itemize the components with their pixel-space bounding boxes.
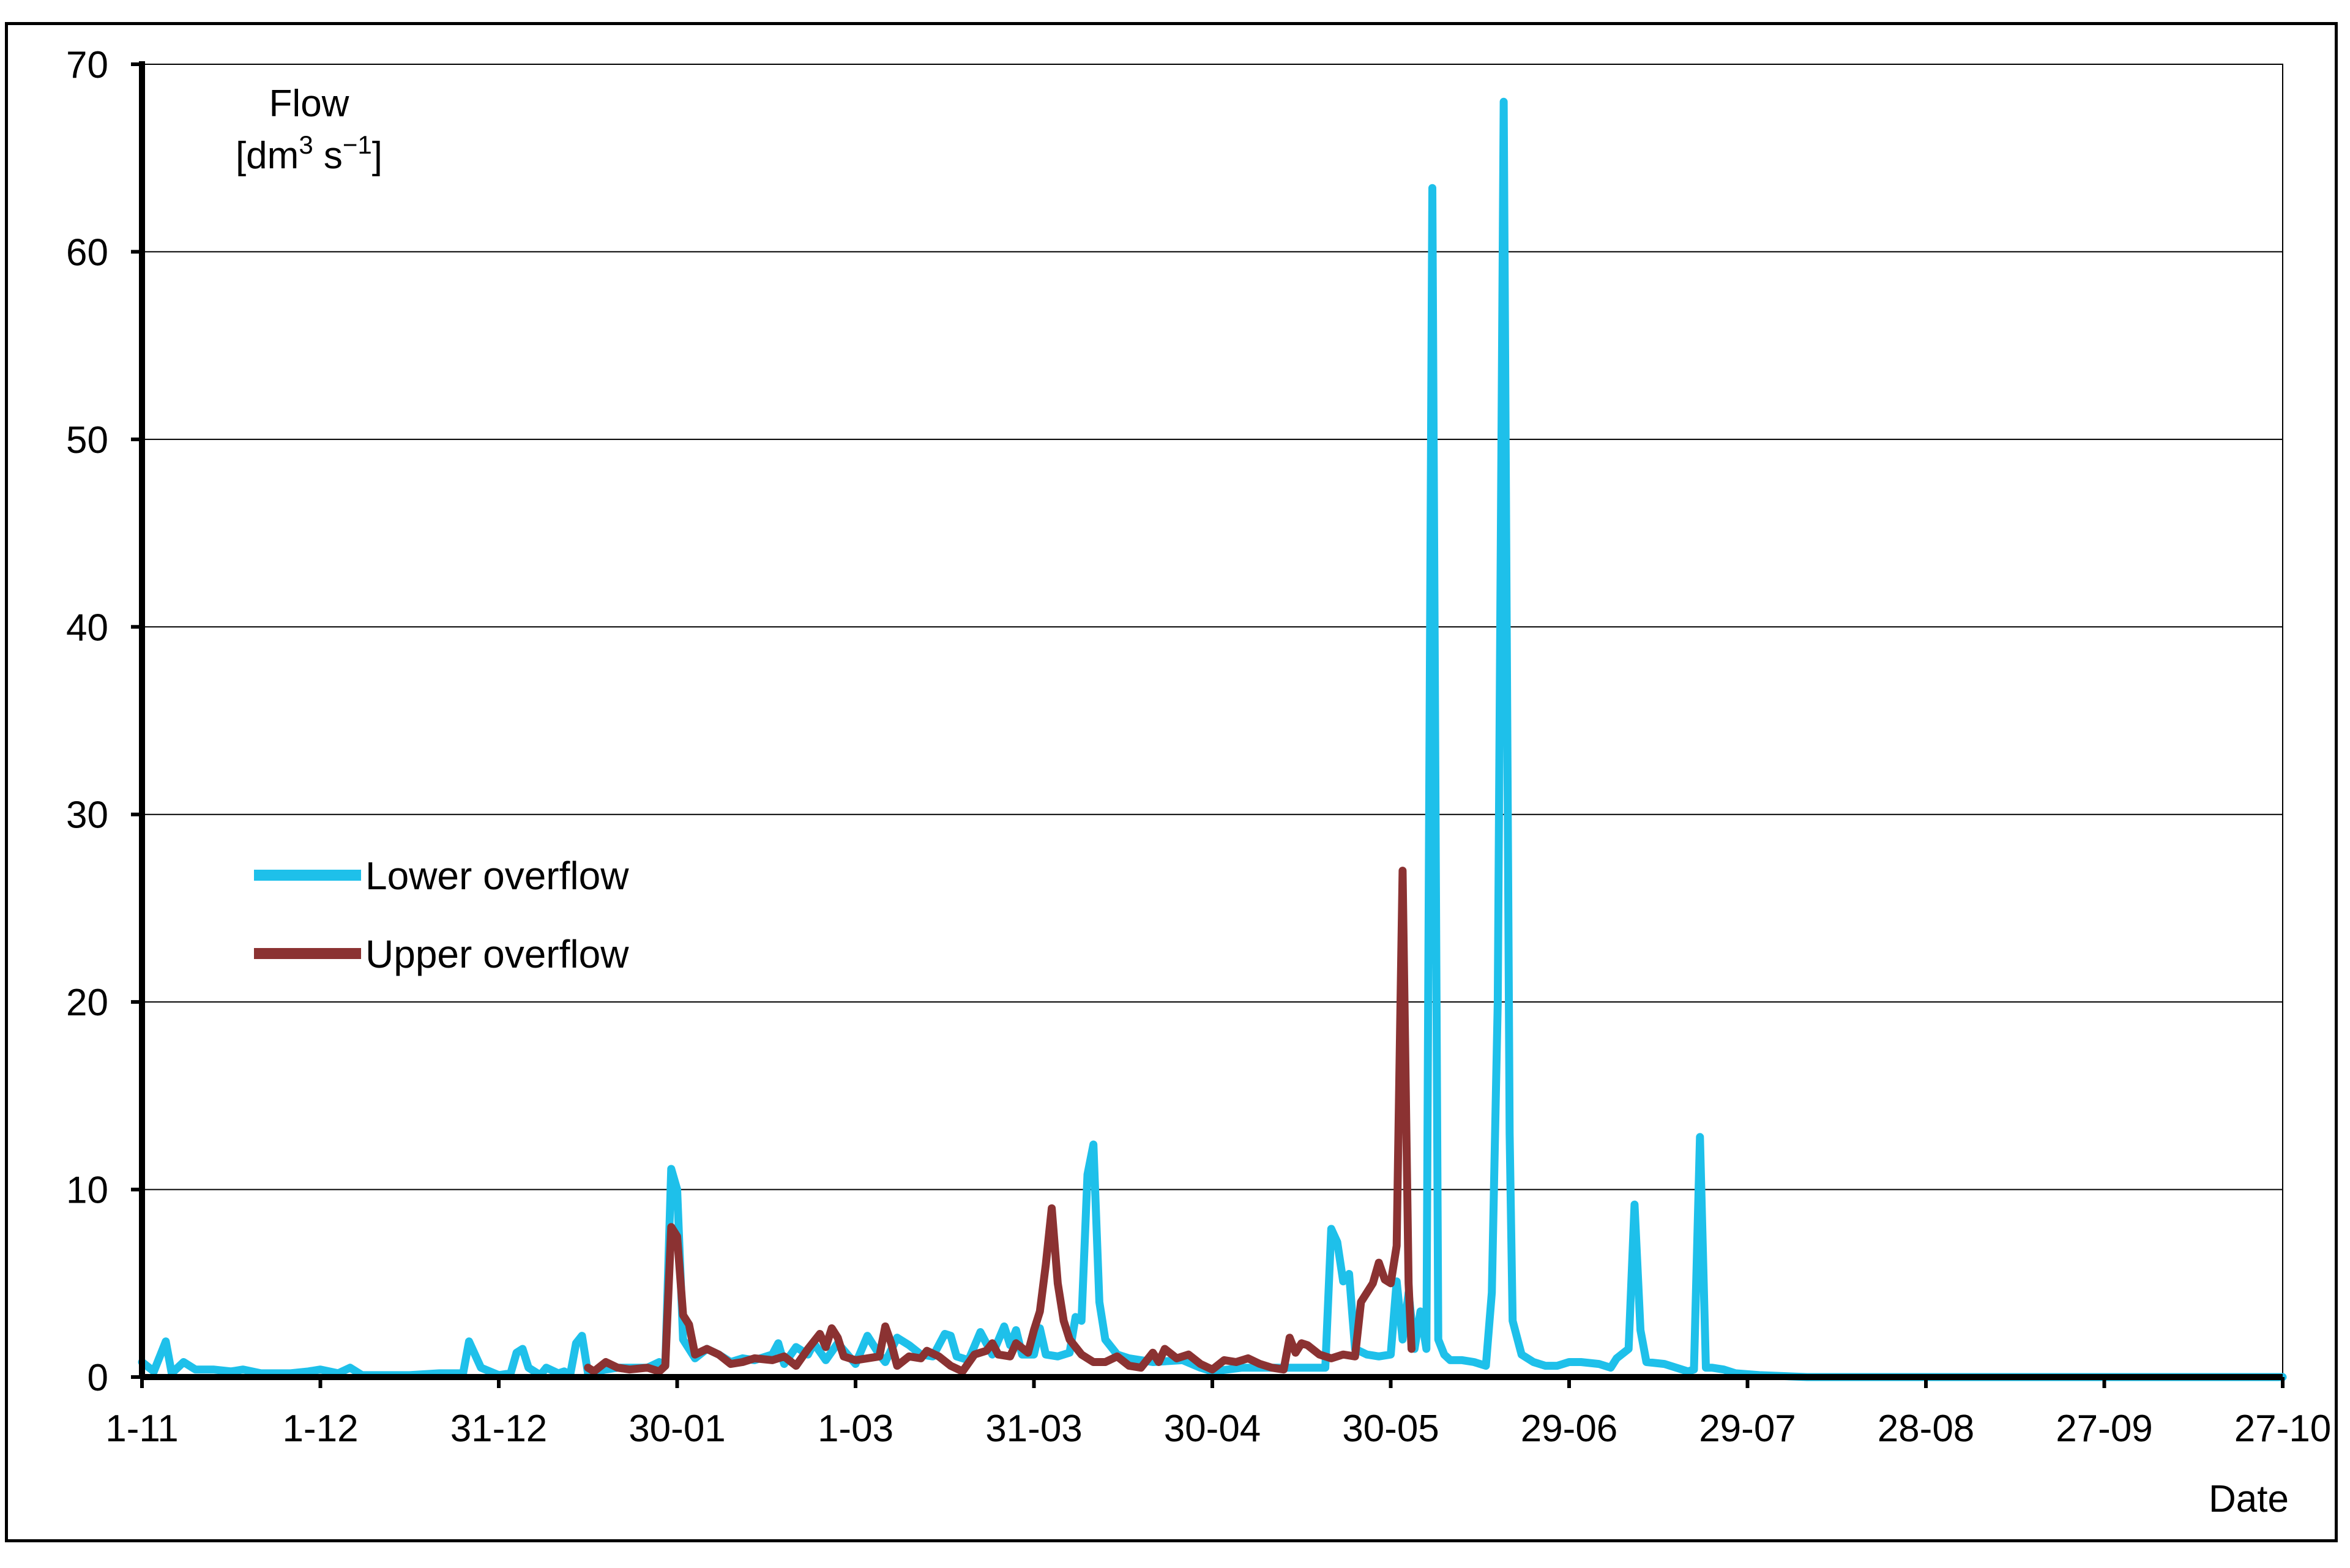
x-ticks: 1-11 1-12 31-12 30-01 1-03 31-03 30-04 30-05 29-… xyxy=(105,1377,2331,1450)
legend: Lower overflow Upper overflow xyxy=(254,854,629,976)
x-tick-label-27-09: 27-09 xyxy=(2056,1408,2153,1450)
series-line-lower-overflow xyxy=(138,97,2287,1381)
y-tick-label-10: 10 xyxy=(66,1170,108,1212)
x-tick-label-1-11: 1-11 xyxy=(105,1408,179,1450)
x-tick-label-31-03: 31-03 xyxy=(985,1408,1083,1450)
x-tick-label-31-12: 31-12 xyxy=(450,1408,548,1450)
x-tick-label-30-01: 30-01 xyxy=(629,1408,726,1450)
x-tick-label-28-08: 28-08 xyxy=(1878,1408,1975,1450)
x-tick-label-30-05: 30-05 xyxy=(1342,1408,1439,1450)
figure-frame xyxy=(5,22,2338,1542)
x-tick-label-1-12: 1-12 xyxy=(282,1408,358,1450)
y-tick-label-70: 70 xyxy=(66,44,108,86)
y-ticks: 0 10 20 30 40 50 60 70 xyxy=(66,44,142,1399)
x-tick-label-1-03: 1-03 xyxy=(818,1408,893,1450)
x-tick-label-29-07: 29-07 xyxy=(1699,1408,1796,1450)
plot-area-frame xyxy=(141,64,2283,1378)
series-layer xyxy=(138,97,2287,1381)
gridlines xyxy=(142,64,2283,1190)
x-tick-label-27-10: 27-10 xyxy=(2234,1408,2332,1450)
y-tick-label-20: 20 xyxy=(66,982,108,1024)
x-tick-label-29-06: 29-06 xyxy=(1521,1408,1618,1450)
y-tick-label-50: 50 xyxy=(66,419,108,461)
y-tick-label-40: 40 xyxy=(66,607,108,649)
y-tick-label-60: 60 xyxy=(66,231,108,274)
y-tick-label-30: 30 xyxy=(66,794,108,837)
legend-label-lower-overflow: Lower overflow xyxy=(365,854,629,898)
y-axis-title-line1: Flow xyxy=(269,83,349,125)
x-tick-label-30-04: 30-04 xyxy=(1164,1408,1261,1450)
series-line-upper-overflow xyxy=(584,867,1416,1376)
y-tick-label-0: 0 xyxy=(88,1357,108,1399)
legend-label-upper-overflow: Upper overflow xyxy=(365,932,629,976)
x-axis-title: Date xyxy=(2209,1478,2289,1520)
y-axis-title-line2: [dm3 s−1] xyxy=(236,130,382,177)
